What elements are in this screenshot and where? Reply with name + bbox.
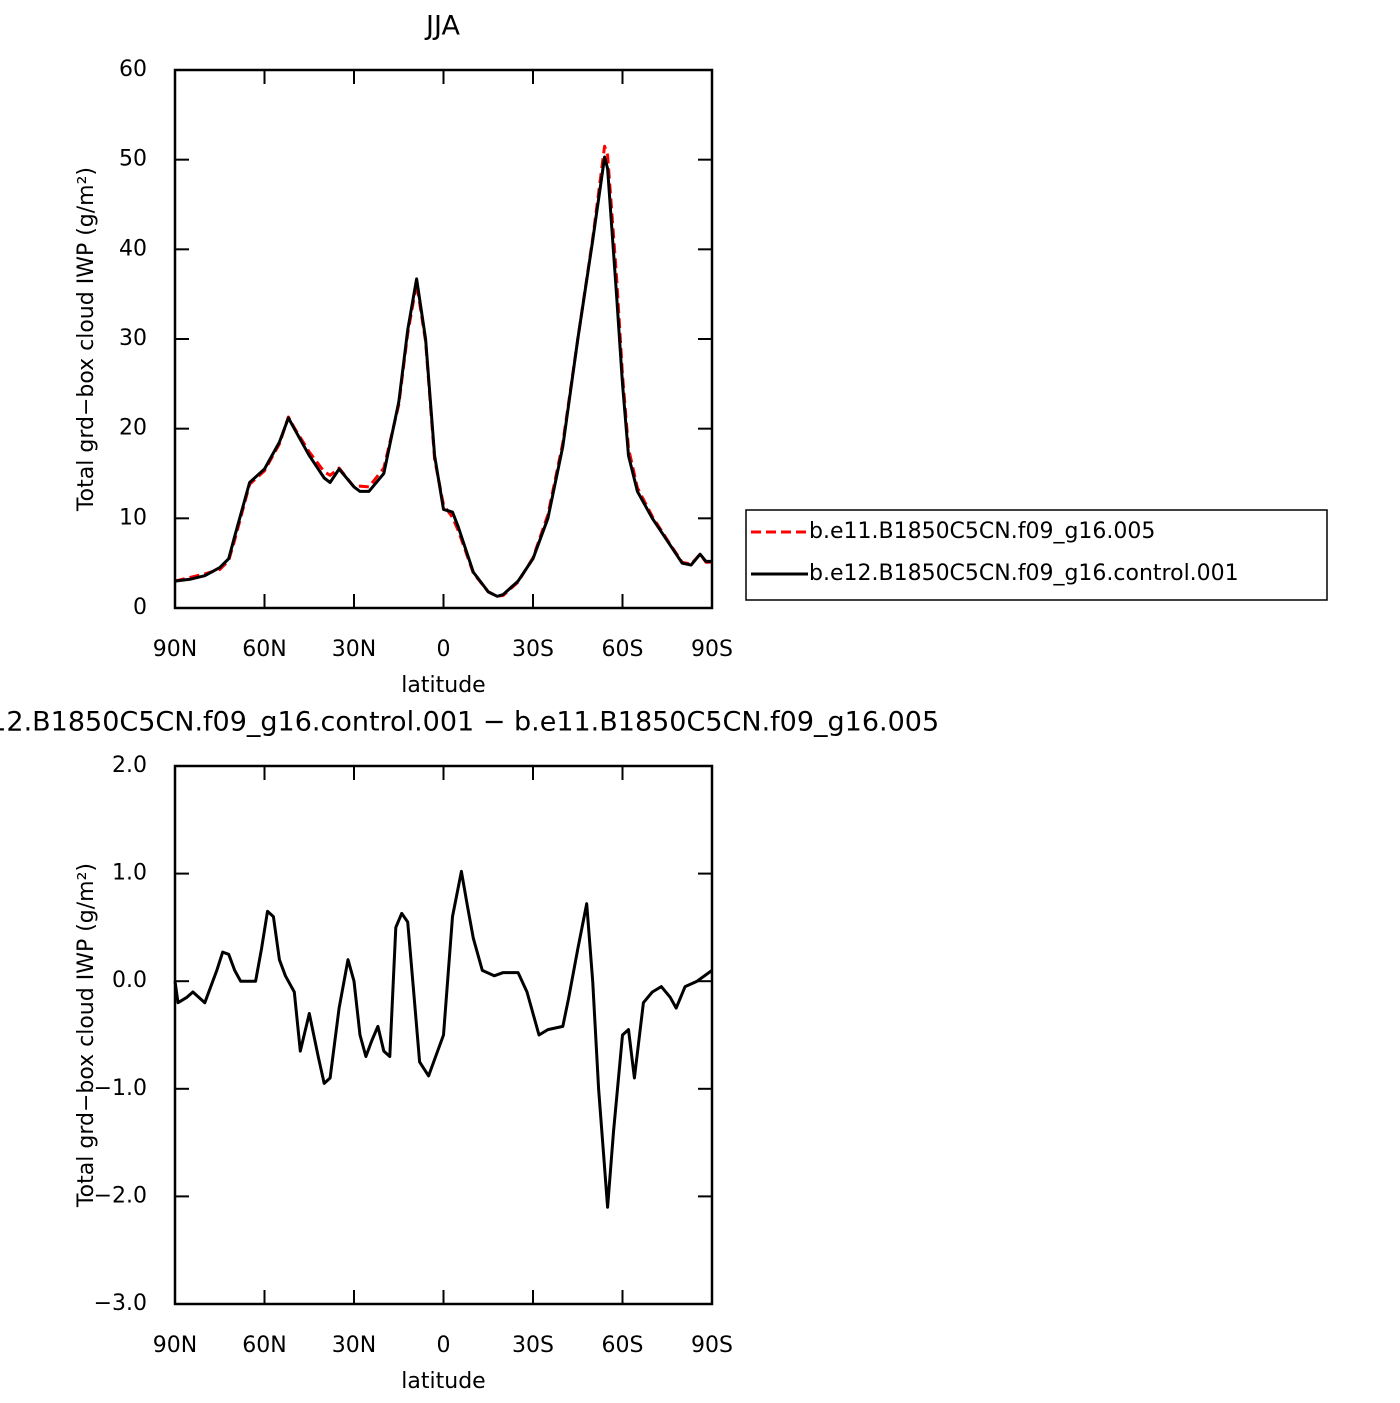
x-tick-label: 90S	[691, 1333, 733, 1358]
x-axis-label: latitude	[401, 1369, 485, 1394]
y-tick-label: 50	[119, 147, 147, 172]
x-tick-label: 30N	[332, 637, 376, 662]
plot-frame	[173, 764, 714, 1306]
y-tick-label: 30	[119, 326, 147, 351]
x-tick-label: 0	[437, 1333, 451, 1358]
legend-label: b.e12.B1850C5CN.f09_g16.control.001	[809, 561, 1239, 586]
data-line	[174, 144, 712, 598]
data-line	[174, 155, 712, 598]
x-tick-label: 30N	[332, 1333, 376, 1358]
y-tick-label: 20	[119, 416, 147, 441]
y-axis-label: Total grd−box cloud IWP (g/m²)	[74, 863, 99, 1208]
y-tick-label: 0.0	[112, 968, 147, 993]
x-axis-label: latitude	[401, 673, 485, 698]
y-tick-label: 2.0	[112, 753, 147, 778]
y-tick-label: −3.0	[94, 1291, 147, 1316]
x-tick-label: 90S	[691, 637, 733, 662]
plot-frame	[173, 68, 714, 610]
y-tick-label: 40	[119, 236, 147, 261]
x-tick-label: 30S	[512, 637, 554, 662]
y-axis-label: Total grd−box cloud IWP (g/m²)	[74, 167, 99, 512]
chart-title: JJA	[424, 11, 460, 42]
x-tick-label: 60S	[602, 1333, 644, 1358]
x-tick-label: 60N	[242, 1333, 286, 1358]
x-tick-label: 60S	[602, 637, 644, 662]
y-tick-label: 1.0	[112, 861, 147, 886]
x-tick-label: 90N	[153, 1333, 197, 1358]
x-tick-label: 0	[437, 637, 451, 662]
y-tick-label: 10	[119, 505, 147, 530]
y-tick-label: −2.0	[94, 1183, 147, 1208]
y-tick-label: −1.0	[94, 1076, 147, 1101]
chart-title: b.e12.B1850C5CN.f09_g16.control.001 − b.…	[0, 707, 939, 738]
x-tick-label: 90N	[153, 637, 197, 662]
x-tick-label: 30S	[512, 1333, 554, 1358]
x-tick-label: 60N	[242, 637, 286, 662]
y-tick-label: 0	[133, 595, 147, 620]
data-line	[173, 869, 713, 1209]
y-tick-label: 60	[119, 57, 147, 82]
legend-box	[745, 509, 1328, 601]
legend-label: b.e11.B1850C5CN.f09_g16.005	[809, 519, 1155, 544]
